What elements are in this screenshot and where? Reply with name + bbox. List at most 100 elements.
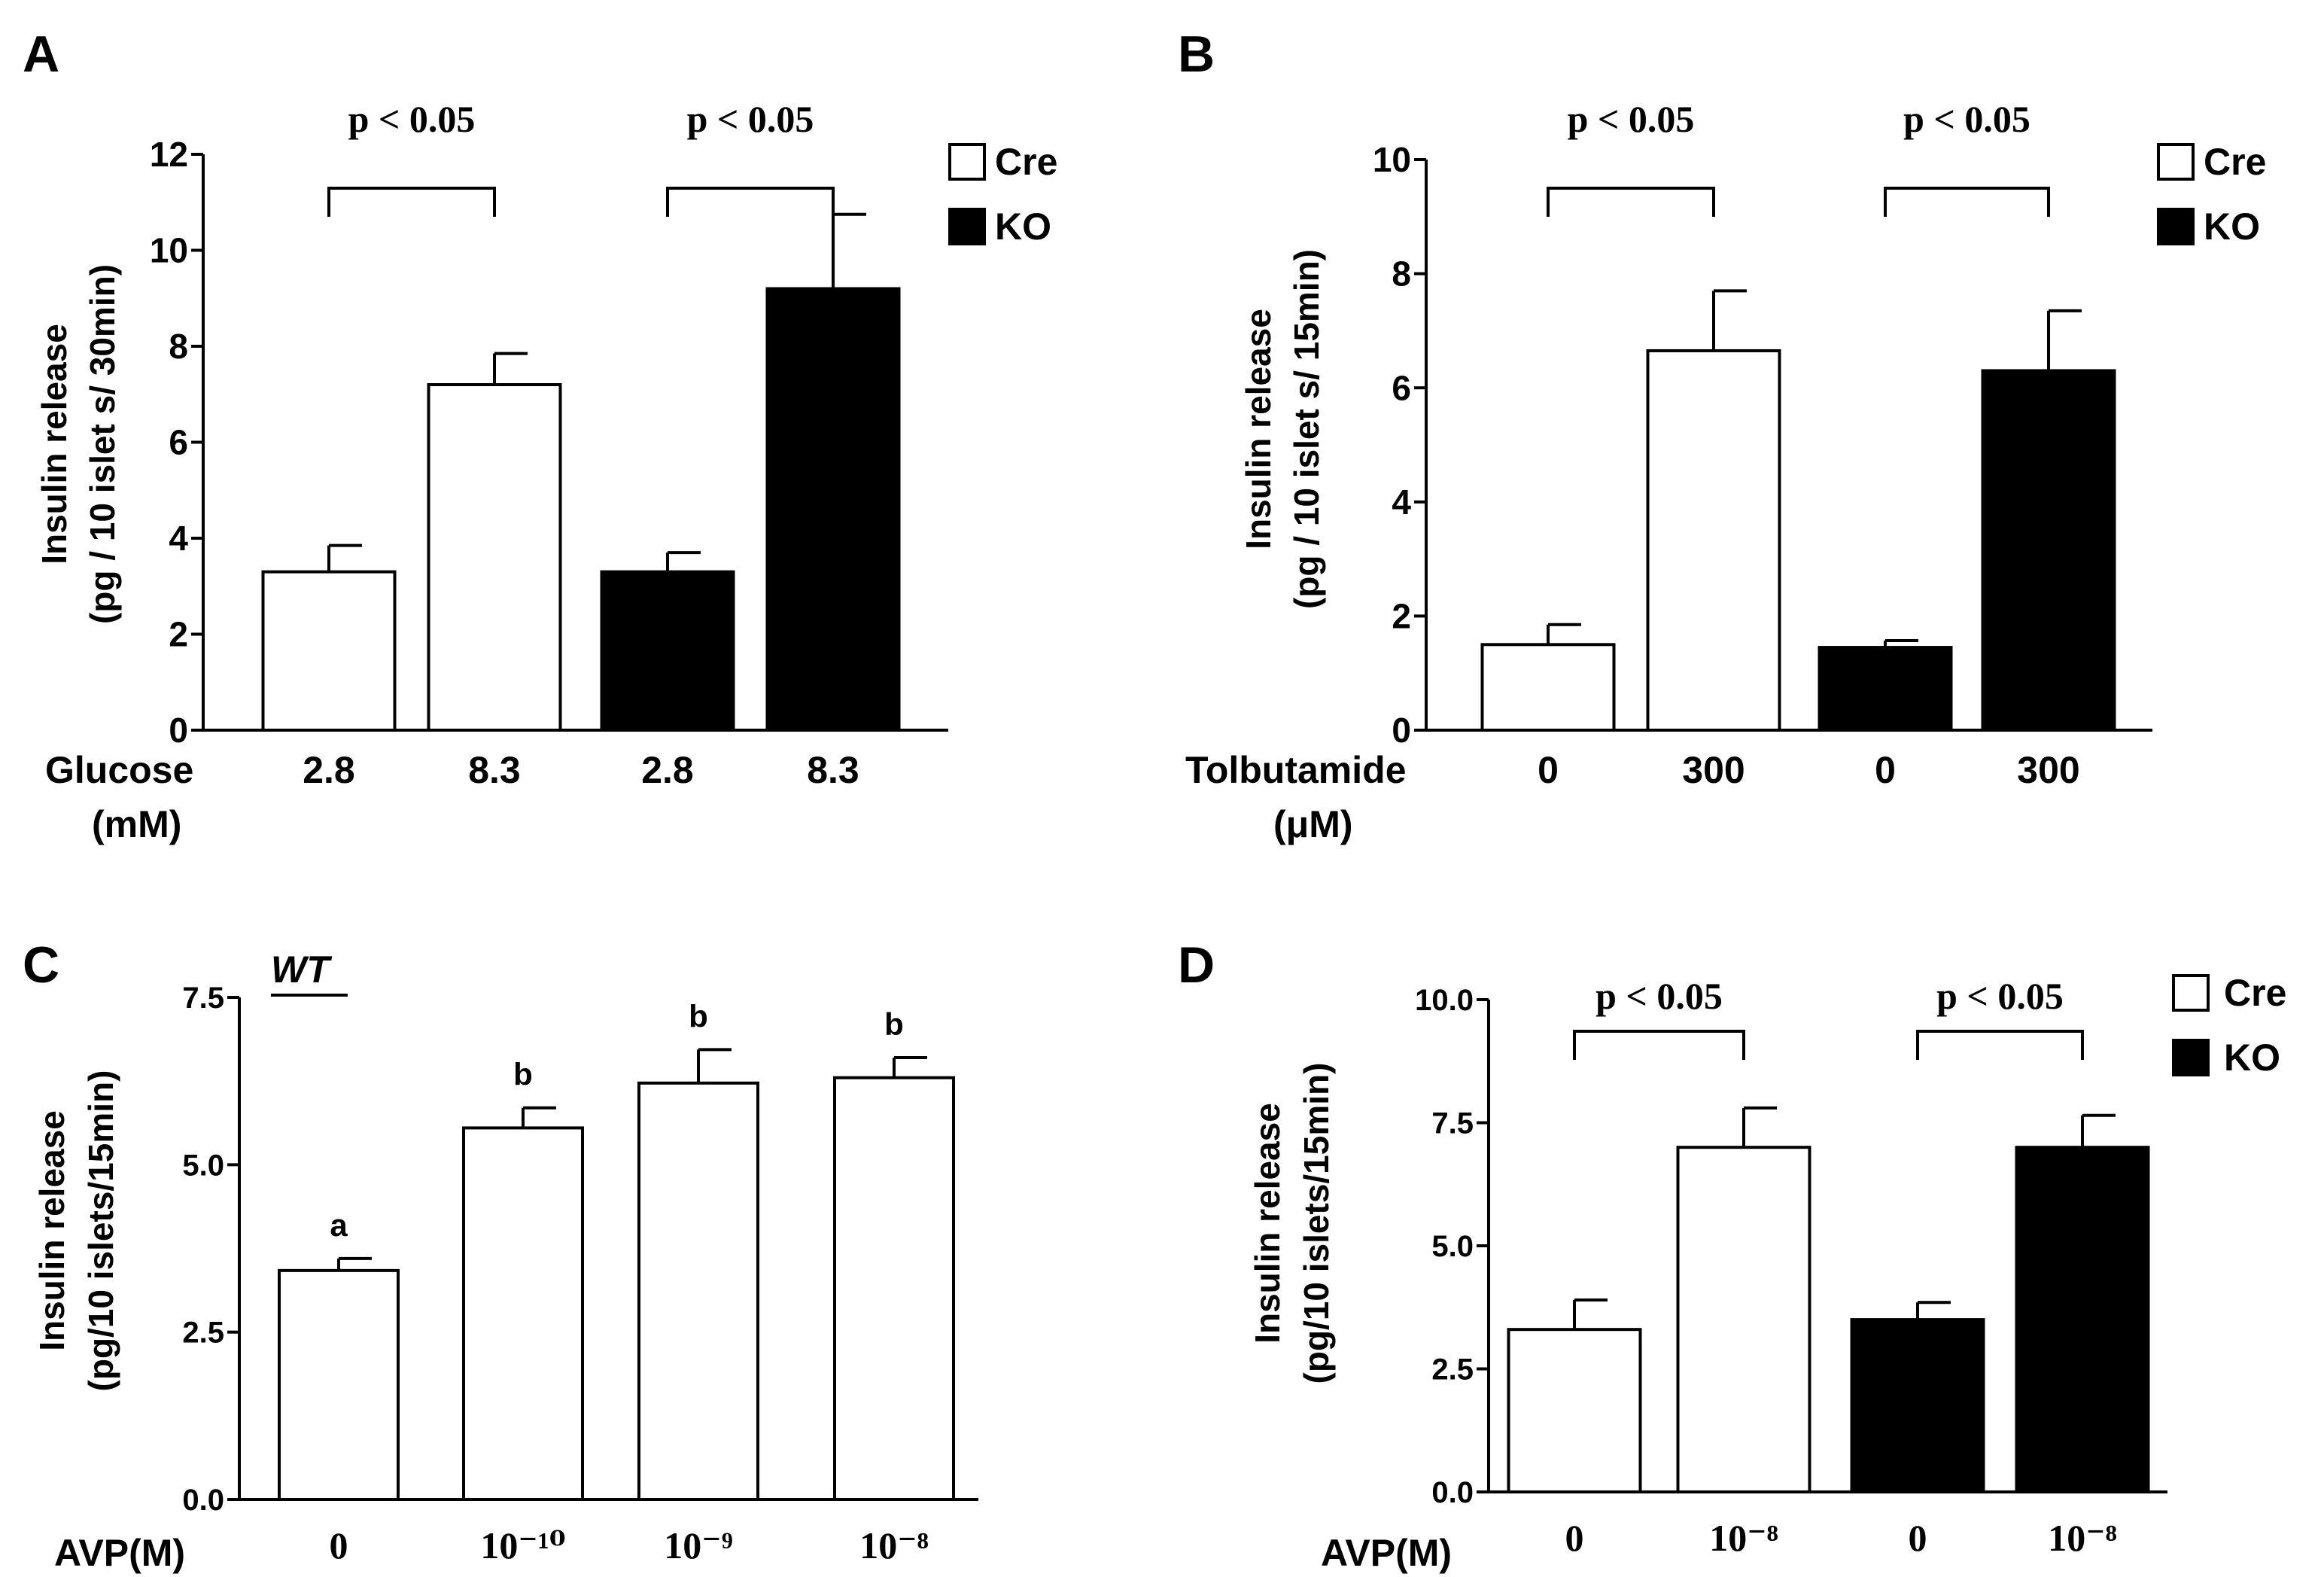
legend-swatch-cre xyxy=(948,143,986,181)
legend-label-cre: Cre xyxy=(995,141,1057,183)
panel-b-pvalue-label-1: p < 0.05 xyxy=(1568,98,1695,140)
panel-d-category-label-1: 0 xyxy=(1565,1517,1584,1559)
panel-d-ytick-label: 7.5 xyxy=(1431,1107,1474,1140)
legend-swatch-ko xyxy=(948,208,986,245)
panel-b-ylabel-line1: Insulin release xyxy=(1239,309,1278,550)
panel-d: D Insulin release (pg/10 islets/15min) 0… xyxy=(1178,936,2286,1574)
panel-d-ytick-label: 2.5 xyxy=(1431,1353,1474,1387)
panel-b-significance-bracket-1 xyxy=(1547,187,1715,217)
panel-b-bar-1 xyxy=(1480,643,1616,732)
panel-b-category-label-3: 0 xyxy=(1875,749,1896,791)
panel-d-bar-3 xyxy=(1850,1318,1985,1493)
legend-label-ko: KO xyxy=(2204,205,2260,248)
panel-d-pvalue-label-1: p < 0.05 xyxy=(1595,975,1723,1017)
panel-b-annotations: p < 0.05 p < 0.05 xyxy=(1547,98,2050,217)
panel-b-bar-3 xyxy=(1818,646,1953,732)
panel-c-xlabel: AVP(M) xyxy=(54,1532,185,1574)
panel-a-ytick-label: 12 xyxy=(150,135,188,174)
panel-a: A Insulin release (pg / 10 islet s/ 30mi… xyxy=(23,26,1057,845)
panel-d-category-label-3: 0 xyxy=(1909,1517,1927,1559)
panel-b-significance-bracket-2 xyxy=(1884,187,2050,217)
panel-b-bars: 0 300 0 300 xyxy=(1480,289,2116,791)
legend-swatch-cre xyxy=(2172,974,2210,1012)
panel-a-bar-1 xyxy=(261,570,397,732)
panel-a-ytick-label: 8 xyxy=(169,327,188,366)
legend-label-ko: KO xyxy=(2224,1037,2280,1079)
panel-c-bar-4 xyxy=(833,1076,955,1501)
panel-a-pvalue-label-1: p < 0.05 xyxy=(348,98,476,140)
panel-a-category-label-4: 8.3 xyxy=(807,749,859,791)
panel-a-ylabel-line1: Insulin release xyxy=(35,324,74,565)
panel-a-legend: Cre KO xyxy=(948,141,1057,248)
panel-a-xlabel: Glucose xyxy=(45,749,193,791)
panel-c-title: WT xyxy=(271,948,333,991)
panel-d-pvalue-label-2: p < 0.05 xyxy=(1936,975,2064,1017)
panel-b-ylabel-line2: (pg / 10 islet s/ 15min) xyxy=(1287,249,1326,609)
panel-d-bar-2 xyxy=(1676,1146,1811,1493)
legend-swatch-ko xyxy=(2172,1039,2210,1076)
panel-b-ytick-label: 8 xyxy=(1392,254,1411,294)
panel-b-bar-4 xyxy=(1981,369,2116,732)
panel-b-category-label-2: 300 xyxy=(1682,749,1745,791)
panel-a-bar-4 xyxy=(765,287,901,732)
panel-a-annotations: p < 0.05 p < 0.05 xyxy=(327,98,835,217)
panel-c-ytick-label: 7.5 xyxy=(182,982,224,1015)
panel-a-ytick-label: 10 xyxy=(150,231,188,270)
panel-letter-d: D xyxy=(1178,936,1215,994)
panel-d-ytick-label: 10.0 xyxy=(1415,984,1474,1017)
legend-swatch-cre xyxy=(2157,143,2195,181)
panel-a-category-label-1: 2.8 xyxy=(303,749,355,791)
panel-c-significance-letter-4: b xyxy=(884,1006,904,1042)
panel-a-significance-bracket-1 xyxy=(327,187,496,217)
panel-c-ylabel-line2: (pg/10 islets/15min) xyxy=(81,1070,120,1392)
panel-b-pvalue-label-2: p < 0.05 xyxy=(1903,98,2030,140)
panel-a-bar-2 xyxy=(427,383,562,732)
panel-b-ytick-label: 4 xyxy=(1392,483,1411,522)
panel-b-xlabel: Tolbutamide xyxy=(1185,749,1407,791)
panel-d-ylabel-line1: Insulin release xyxy=(1248,1103,1287,1344)
panel-c-category-label-4: 10⁻⁸ xyxy=(859,1524,928,1566)
panel-d-significance-bracket-2 xyxy=(1916,1030,2084,1060)
panel-a-ytick-label: 0 xyxy=(169,711,188,750)
panel-c: C WT Insulin release (pg/10 islets/15min… xyxy=(23,936,978,1574)
panel-d-annotations: p < 0.05 p < 0.05 xyxy=(1573,975,2084,1060)
panel-d-bars: 0 10⁻⁸ 0 10⁻⁸ xyxy=(1507,1106,2150,1559)
panel-b-category-label-1: 0 xyxy=(1538,749,1559,791)
panel-c-significance-letter-1: a xyxy=(330,1207,348,1243)
panel-c-significance-letter-2: b xyxy=(513,1057,533,1092)
legend-label-cre: Cre xyxy=(2224,972,2286,1014)
panel-d-bar-1 xyxy=(1507,1328,1642,1494)
panel-c-ylabel-line1: Insulin release xyxy=(32,1110,71,1351)
panel-d-bar-4 xyxy=(2015,1146,2150,1493)
panel-b-ytick-label: 6 xyxy=(1392,368,1411,407)
panel-c-ytick-label: 2.5 xyxy=(182,1317,224,1350)
panel-c-bar-2 xyxy=(462,1126,584,1502)
panel-d-legend: Cre KO xyxy=(2172,972,2286,1079)
panel-b-xunit: (μM) xyxy=(1273,803,1353,845)
panel-d-category-label-2: 10⁻⁸ xyxy=(1709,1517,1778,1559)
legend-label-ko: KO xyxy=(995,205,1051,248)
panel-d-category-label-4: 10⁻⁸ xyxy=(2048,1517,2116,1559)
panel-c-category-label-3: 10⁻⁹ xyxy=(664,1524,732,1566)
panel-b-legend: Cre KO xyxy=(2157,141,2266,248)
panel-b-ytick-label: 2 xyxy=(1392,597,1411,636)
panel-c-significance-letter-3: b xyxy=(689,998,708,1034)
panel-a-ylabel-line2: (pg / 10 islet s/ 30min) xyxy=(83,264,122,624)
panel-d-xlabel: AVP(M) xyxy=(1321,1532,1452,1574)
panel-d-significance-bracket-1 xyxy=(1573,1030,1745,1060)
panel-a-significance-bracket-2 xyxy=(666,187,835,217)
panel-c-ytick-label: 0.0 xyxy=(182,1484,224,1517)
panel-a-xunit: (mM) xyxy=(92,803,181,845)
panel-b-category-label-4: 300 xyxy=(2017,749,2079,791)
panel-letter-a: A xyxy=(23,26,59,83)
panel-a-category-label-3: 2.8 xyxy=(641,749,694,791)
legend-swatch-ko xyxy=(2157,208,2195,245)
legend-label-cre: Cre xyxy=(2204,141,2266,183)
panel-b-ytick-label: 10 xyxy=(1373,140,1411,179)
panel-b: B Insulin release (pg / 10 islet s/ 15mi… xyxy=(1178,26,2266,845)
panel-c-bars: 0 a 10⁻¹⁰ b 10⁻⁹ b 10⁻⁸ b xyxy=(278,998,955,1566)
panel-a-bar-3 xyxy=(600,570,735,732)
panel-b-bar-2 xyxy=(1646,349,1781,732)
panel-c-bar-1 xyxy=(278,1268,400,1502)
